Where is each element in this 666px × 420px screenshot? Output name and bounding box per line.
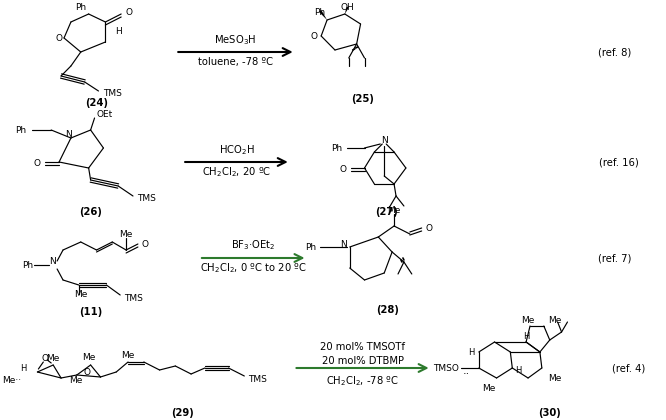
Text: TMS: TMS [137,194,156,202]
Text: (ref. 4): (ref. 4) [612,363,645,373]
Text: O: O [83,368,90,376]
Text: Me: Me [521,315,535,325]
Text: (ref. 8): (ref. 8) [598,47,631,57]
Text: H: H [468,347,475,357]
Text: 20 mol% DTBMP: 20 mol% DTBMP [322,356,404,366]
Text: N: N [381,136,388,144]
Text: ··: ·· [462,369,470,379]
Text: Ph: Ph [314,8,326,16]
Text: O: O [142,239,149,249]
Text: Me: Me [82,352,95,362]
Text: H: H [115,26,122,36]
Text: Ph: Ph [22,260,33,270]
Text: HCO$_2$H: HCO$_2$H [218,143,254,157]
Text: Ph: Ph [75,3,87,11]
Text: (27): (27) [375,207,398,217]
Text: N: N [49,257,55,265]
Text: H: H [515,365,521,375]
Text: O: O [426,223,433,233]
Text: O: O [125,8,132,16]
Text: Me: Me [547,373,561,383]
Text: (29): (29) [171,408,194,418]
Text: TMSO: TMSO [433,363,459,373]
Text: (25): (25) [351,94,374,104]
Text: Me: Me [69,375,83,384]
Text: Me: Me [119,229,133,239]
Polygon shape [345,6,349,14]
Text: OH: OH [341,3,354,11]
Text: O: O [55,34,63,42]
Text: 20 mol% TMSOTf: 20 mol% TMSOTf [320,342,405,352]
Text: H: H [523,331,529,341]
Text: TMS: TMS [248,375,267,383]
Text: Ph: Ph [305,242,316,252]
Text: CH$_2$Cl$_2$, 20 ºC: CH$_2$Cl$_2$, 20 ºC [202,165,271,179]
Text: Me··: Me·· [3,375,22,384]
Text: TMS: TMS [124,294,143,302]
Polygon shape [319,10,327,20]
Text: TMS: TMS [103,89,123,97]
Text: (24): (24) [85,98,108,108]
Text: MeSO$_3$H: MeSO$_3$H [214,33,256,47]
Text: (30): (30) [538,408,561,418]
Text: Me: Me [47,354,60,362]
Text: BF$_3$·OEt$_2$: BF$_3$·OEt$_2$ [231,238,276,252]
Text: O: O [340,165,347,173]
Text: N: N [340,239,347,249]
Text: (11): (11) [79,307,103,317]
Text: (28): (28) [376,305,399,315]
Text: toluene, -78 ºC: toluene, -78 ºC [198,57,273,67]
Text: O: O [310,32,317,40]
Text: Me: Me [482,383,496,393]
Text: (ref. 7): (ref. 7) [598,253,631,263]
Text: Me: Me [388,205,401,215]
Text: (26): (26) [79,207,102,217]
Text: CH$_2$Cl$_2$, -78 ºC: CH$_2$Cl$_2$, -78 ºC [326,374,399,388]
Text: Ph: Ph [15,126,27,134]
Text: Me: Me [74,289,87,299]
Text: (ref. 16): (ref. 16) [599,157,639,167]
Text: H: H [21,363,27,373]
Text: CH$_2$Cl$_2$, 0 ºC to 20 ºC: CH$_2$Cl$_2$, 0 ºC to 20 ºC [200,261,306,275]
Text: O: O [42,354,49,362]
Text: Me: Me [121,351,135,360]
Text: O: O [33,158,41,168]
Text: Me: Me [547,315,561,325]
Text: OEt: OEt [97,110,113,118]
Text: Ph: Ph [331,144,342,152]
Text: N: N [65,129,73,139]
